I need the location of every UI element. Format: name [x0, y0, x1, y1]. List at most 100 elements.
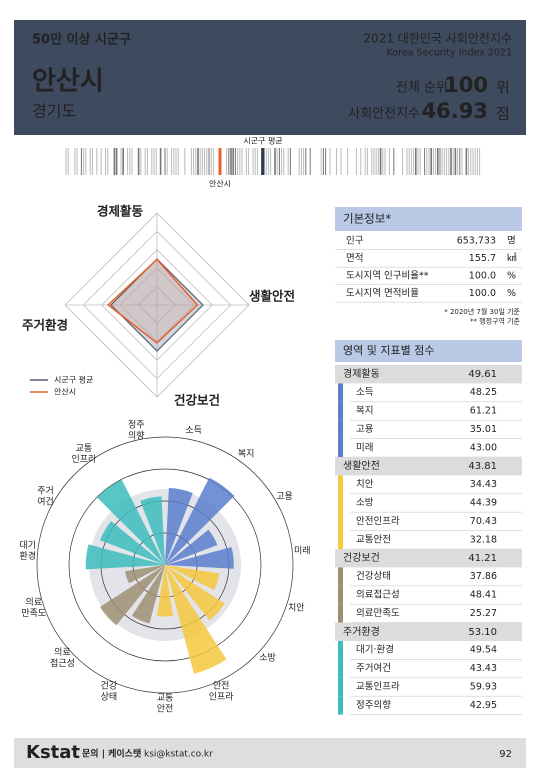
polar-label-line: 건강 [101, 680, 118, 691]
item-score: 37.86 [470, 571, 497, 582]
group-score: 41.21 [468, 553, 497, 564]
info-value: 155.7 [469, 253, 496, 264]
polar-label-line: 인프라 [71, 453, 97, 464]
item-score: 43.43 [470, 663, 497, 674]
item-color-bar [338, 585, 343, 605]
info-header-bg [335, 207, 522, 231]
item-color-bar [338, 530, 343, 549]
polar-label-line: 주거 [37, 485, 54, 496]
province: 경기도 [32, 102, 76, 121]
group-score: 49.61 [468, 369, 497, 380]
rank: 100 [444, 73, 488, 97]
item-color-bar [338, 420, 343, 439]
radar-axis-label: 건강보건 [174, 393, 220, 408]
item-name: 의료만족도 [356, 608, 400, 619]
polar-bar [165, 565, 225, 621]
item-color-bar [338, 696, 343, 715]
polar-label-line: 안전 [157, 703, 174, 714]
item-score: 25.27 [470, 608, 497, 619]
footer-contact: 문의 | 케이스탯 [82, 748, 142, 760]
polar-bar [100, 521, 165, 565]
polar-label: 치안 [288, 601, 305, 613]
polar-label-line: 안전 [213, 680, 230, 691]
item-name: 교통안전 [356, 534, 391, 545]
item-name: 대기·환경 [356, 644, 394, 656]
radar-axis-label: 생활안전 [249, 289, 295, 304]
subtitle: Korea Security Index 2021 [387, 48, 512, 59]
score-header-bg [335, 340, 522, 362]
item-name: 소방 [356, 498, 374, 509]
polar-label: 안전 인프라 [209, 680, 235, 702]
footer-email: ksi@kstat.co.kr [144, 750, 213, 760]
group-score: 53.10 [468, 627, 497, 638]
index: 46.93 [422, 99, 488, 123]
polar-label-line: 교통 [76, 442, 93, 453]
polar-bar [99, 565, 165, 626]
category: 50만 이상 시군구 [32, 32, 131, 48]
polar-label: 소방 [259, 652, 276, 663]
item-color-bar [338, 383, 343, 402]
group-name: 주거환경 [343, 625, 380, 638]
item-color-bar [338, 512, 343, 531]
rank-unit: 위 [496, 79, 510, 97]
polar-label: 정주 의향 [128, 419, 145, 441]
info-unit: % [507, 271, 516, 282]
info-label: 도시지역 면적비율 [346, 287, 419, 299]
strip-average-label: 시군구 평균 [243, 136, 282, 146]
polar-label-line: 교통 [157, 692, 174, 703]
polar-label-line: 접근성 [50, 656, 75, 668]
polar-bar [125, 565, 165, 584]
polar-bar [165, 565, 227, 674]
item-color-bar [338, 475, 343, 494]
polar-label: 소득 [185, 425, 202, 436]
polar-label-line: 소방 [259, 652, 276, 663]
polar-bar [165, 547, 234, 569]
info-label: 도시지역 인구비율** [346, 271, 429, 282]
strip-city-label: 안산시 [209, 179, 231, 189]
item-score: 70.43 [470, 516, 497, 527]
info-value: 653,733 [457, 236, 496, 247]
item-name: 치안 [356, 478, 374, 490]
footer-band [14, 738, 526, 768]
item-name: 교통인프라 [356, 682, 400, 693]
info-note: ** 행정구역 기준 [470, 317, 521, 326]
item-color-bar [338, 493, 343, 513]
polar-label: 건강 상태 [101, 680, 118, 702]
polar-label-line: 치안 [288, 601, 305, 613]
polar-label-line: 미래 [294, 545, 311, 556]
item-name: 정주의향 [356, 699, 391, 711]
info-unit: 명 [507, 236, 516, 247]
index-unit: 점 [496, 105, 510, 123]
title: 2021 대한민국 사회안전지수 [363, 32, 512, 46]
polar-label-line: 의료 [25, 597, 42, 608]
polar-label-line: 상태 [101, 691, 118, 702]
polar-label: 주거 여건 [37, 485, 54, 507]
item-score: 49.54 [470, 645, 497, 656]
group-row [335, 549, 522, 568]
polar-bar [97, 479, 165, 565]
item-color-bar [338, 641, 343, 660]
group-name: 생활안전 [343, 459, 380, 472]
info-label: 인구 [346, 236, 364, 247]
group-name: 경제활동 [343, 367, 380, 380]
radar-axis-label: 주거환경 [22, 318, 68, 333]
item-score: 42.95 [470, 700, 497, 711]
score-title: 영역 및 지표별 점수 [343, 344, 434, 357]
polar-label-line: 고용 [276, 491, 293, 502]
item-score: 35.01 [470, 424, 497, 435]
polar-label: 복지 [238, 448, 255, 459]
polar-label-line: 소득 [185, 425, 202, 436]
info-note: * 2020년 7월 30일 기준 [444, 307, 520, 316]
item-score: 48.25 [470, 387, 497, 398]
group-row [335, 457, 522, 476]
polar-label-line: 여건 [37, 495, 54, 507]
item-name: 고용 [356, 424, 374, 435]
item-name: 건강상태 [356, 571, 391, 582]
item-name: 주거여건 [356, 662, 391, 674]
polar-label-line: 환경 [19, 550, 36, 562]
polar-label: 의료 접근성 [50, 646, 75, 668]
polar-label-line: 대기 [19, 540, 36, 551]
item-name: 소득 [356, 387, 374, 398]
radar-axis-label: 경제활동 [97, 204, 144, 219]
